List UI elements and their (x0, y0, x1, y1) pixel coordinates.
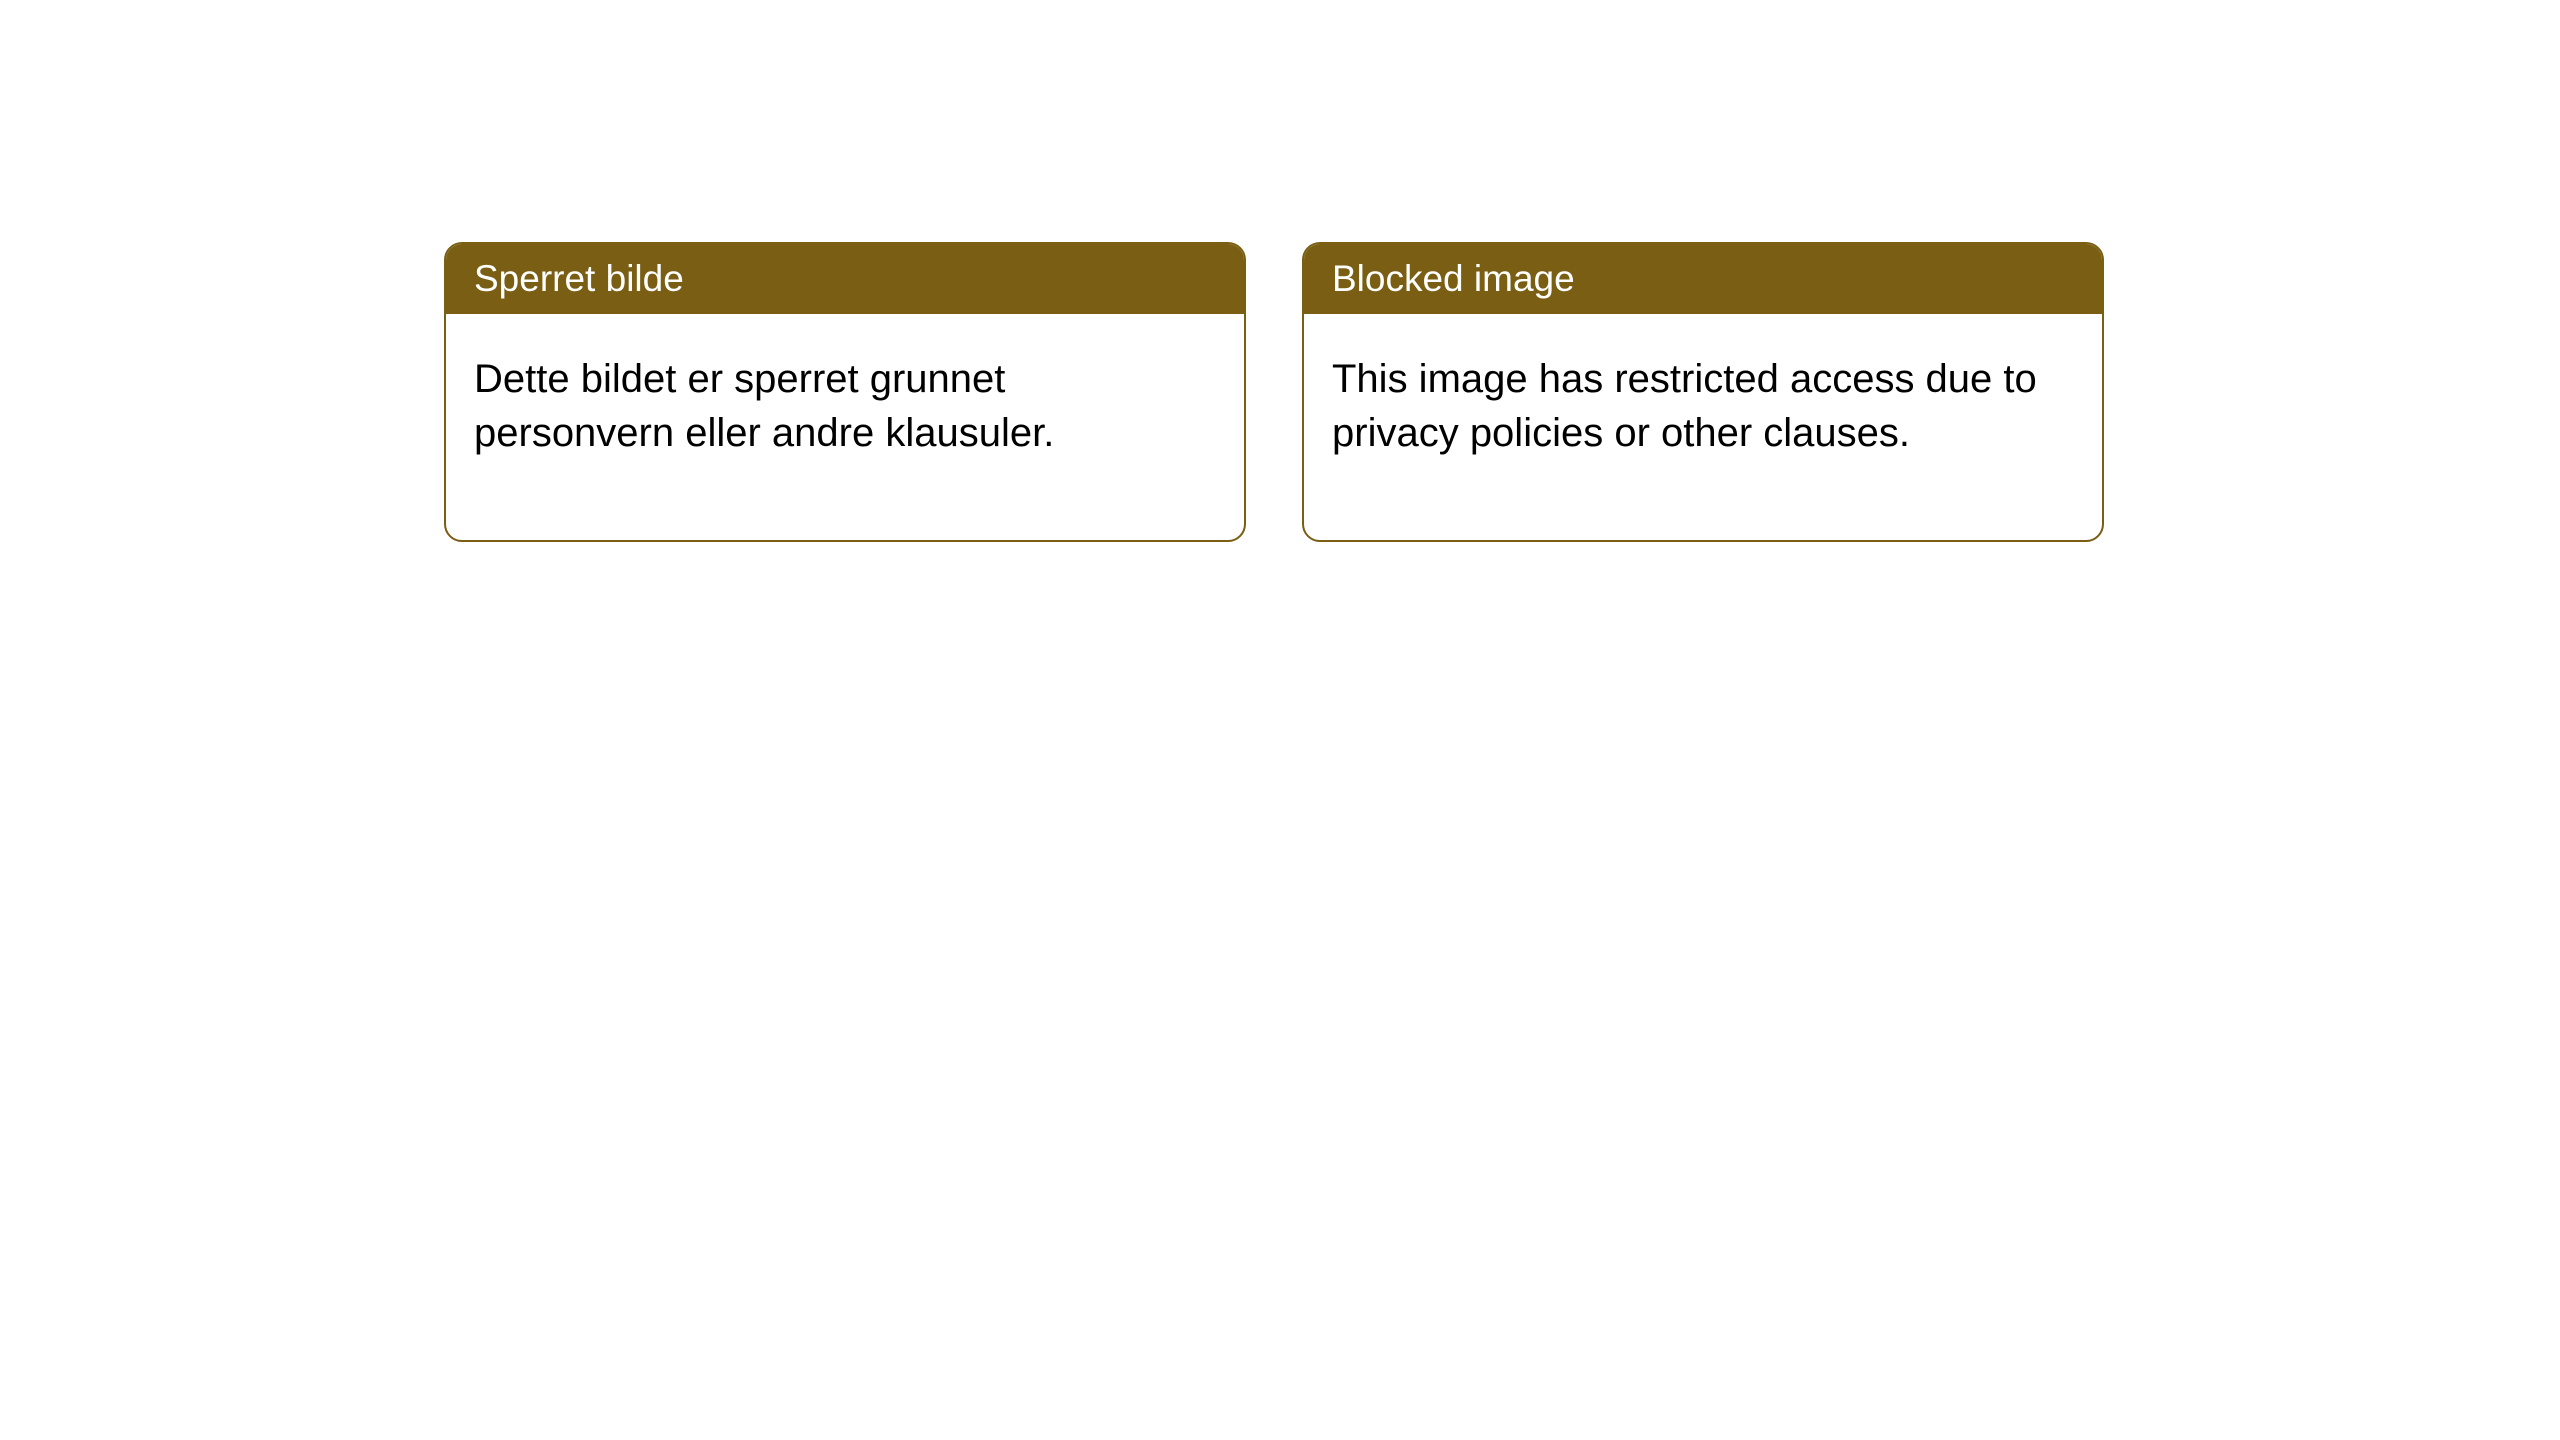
blocked-image-card-norwegian: Sperret bilde Dette bildet er sperret gr… (444, 242, 1246, 542)
card-title: Blocked image (1332, 258, 1575, 299)
card-body-text: This image has restricted access due to … (1332, 357, 2037, 455)
card-header: Blocked image (1304, 244, 2102, 314)
card-body: Dette bildet er sperret grunnet personve… (446, 314, 1244, 540)
message-cards-container: Sperret bilde Dette bildet er sperret gr… (444, 242, 2104, 542)
card-body-text: Dette bildet er sperret grunnet personve… (474, 357, 1054, 455)
card-title: Sperret bilde (474, 258, 684, 299)
card-body: This image has restricted access due to … (1304, 314, 2102, 540)
card-header: Sperret bilde (446, 244, 1244, 314)
blocked-image-card-english: Blocked image This image has restricted … (1302, 242, 2104, 542)
